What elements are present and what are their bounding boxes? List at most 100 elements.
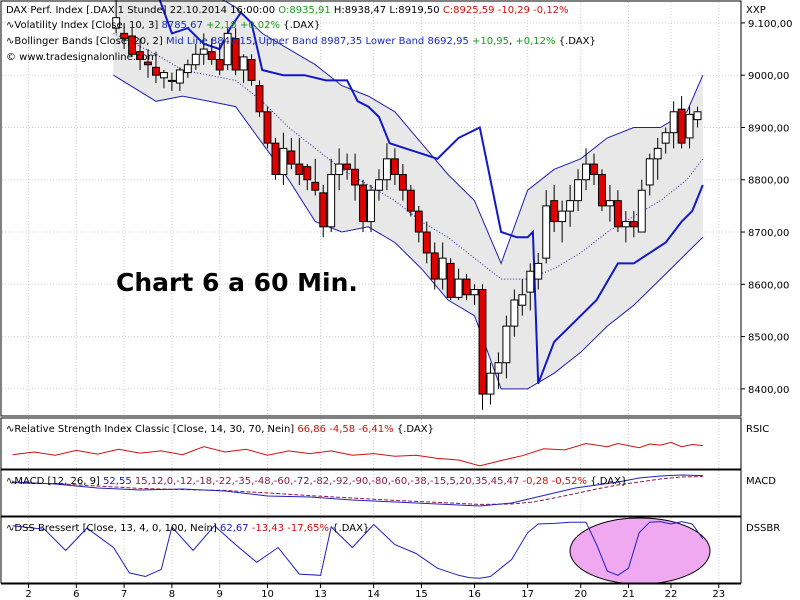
dss-highlight-ellipse — [569, 517, 711, 585]
candle-body-down — [613, 200, 622, 228]
x-tick-label: 6 — [73, 589, 79, 600]
candle — [621, 211, 630, 243]
price-axis-label: XXP — [746, 5, 766, 16]
candle — [526, 263, 535, 311]
x-tick-label: 8 — [169, 589, 175, 600]
candle-body-down — [287, 150, 296, 165]
header-line-bollinger: ∿Bollinger Bands [Close, 20, 2] Mid Line… — [6, 36, 596, 47]
candles — [112, 0, 702, 410]
candle — [653, 137, 662, 180]
candle-body-up — [637, 189, 646, 233]
candle-body-up — [327, 174, 336, 228]
price-panel: Chart 6 a 60 Min. — [0, 0, 742, 417]
candle-body-up — [621, 221, 630, 228]
candle — [335, 148, 344, 191]
candle — [478, 284, 487, 410]
candle-body-down — [231, 38, 240, 71]
x-tick-label: 7 — [121, 589, 127, 600]
candle-body-down — [303, 166, 312, 181]
candle — [645, 153, 654, 196]
macd-legend: ∿MACD [12, 26, 9] 52,55 15,12,0,-12,-18,… — [6, 476, 627, 487]
candle-body-down — [255, 85, 264, 113]
candle — [669, 101, 678, 149]
candle — [470, 284, 479, 306]
x-tick-label: 10 — [261, 589, 274, 600]
candle-body-down — [430, 252, 439, 280]
candle — [382, 143, 391, 191]
candle — [661, 127, 670, 154]
candle — [112, 0, 121, 34]
candle-body-up — [653, 147, 662, 160]
candle — [223, 28, 232, 70]
candle-body-up — [526, 270, 535, 293]
x-tick-label: 16 — [468, 589, 481, 600]
candle — [327, 158, 336, 233]
candle-body-up — [438, 257, 447, 280]
candle-body-down — [398, 174, 407, 191]
candle — [128, 28, 137, 57]
candle-body-down — [629, 221, 638, 228]
candle-body-down — [462, 278, 471, 296]
candle-body-up — [566, 200, 575, 212]
candle-body-down — [343, 163, 352, 170]
price-tick-label: 8800,00 — [748, 176, 789, 187]
candle — [255, 80, 264, 118]
candle — [239, 54, 248, 84]
candle — [685, 106, 694, 149]
candle-body-up — [175, 69, 184, 84]
rsi-panel-frame — [0, 417, 742, 470]
candle — [534, 252, 543, 290]
candle-body-up — [486, 372, 495, 395]
candle — [502, 315, 511, 379]
candle — [550, 184, 559, 233]
x-tick-label: 14 — [367, 589, 380, 600]
volatility-index-line — [158, 0, 704, 384]
candle — [605, 184, 614, 222]
candle-body-up — [367, 189, 375, 223]
candle-body-down — [128, 35, 137, 55]
candle — [183, 59, 192, 78]
candle-body-down — [215, 59, 224, 71]
candle — [438, 242, 447, 290]
candle-body-down — [414, 210, 423, 233]
rsi-legend: ∿Relative Strength Index Classic [Close,… — [6, 424, 434, 435]
bollinger-upper-line — [222, 0, 704, 265]
price-tick-label: 9000,00 — [748, 71, 789, 82]
candle — [120, 22, 129, 50]
candle — [287, 137, 296, 170]
candle-body-down — [144, 61, 152, 66]
candle — [167, 72, 176, 91]
candle — [152, 51, 160, 84]
candle — [446, 258, 455, 300]
candle — [367, 184, 375, 233]
price-panel-frame — [0, 0, 742, 417]
candle-body-up — [574, 179, 583, 202]
candle-body-up — [112, 17, 121, 29]
candle — [598, 169, 606, 212]
dss-axis-label: DSSBR — [746, 523, 780, 534]
candle-body-up — [669, 111, 678, 134]
price-tick-label: 8900,00 — [748, 123, 789, 134]
candle-body-down — [263, 111, 272, 144]
candle — [390, 148, 399, 185]
header-line-volatility: ∿Volatility Index [Close, 10, 3] 8785,67… — [6, 20, 320, 31]
candle-body-up — [542, 205, 551, 259]
candle — [375, 169, 383, 201]
x-tick-label: 17 — [521, 589, 534, 600]
candle — [159, 69, 168, 89]
candle-body-up — [159, 72, 168, 79]
x-tick-label: 22 — [665, 589, 678, 600]
header-legend: DAX Perf. Index [.DAX 1 Stunde] 22.10.20… — [6, 5, 596, 63]
candle — [574, 169, 583, 212]
x-tick-label: 2 — [25, 589, 31, 600]
candle — [430, 242, 439, 290]
candle — [271, 137, 280, 180]
bollinger-lower-line — [113, 74, 704, 390]
header-line-symbol: DAX Perf. Index [.DAX 1 Stunde] 22.10.20… — [6, 5, 569, 16]
candle — [311, 158, 320, 196]
candle-body-up — [223, 32, 232, 66]
dss-panel-frame — [0, 516, 742, 584]
rsi-axis-label: RSIC — [746, 424, 769, 435]
candle-body-up — [183, 64, 192, 74]
